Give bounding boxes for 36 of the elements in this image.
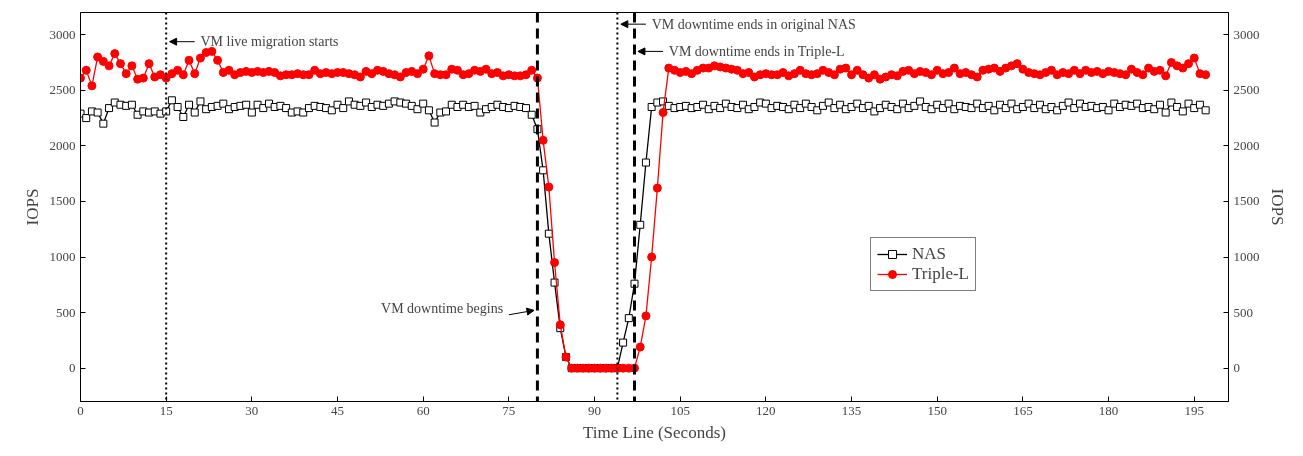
y-tick-label: 2500 — [49, 82, 76, 98]
y2-tick-label: 1500 — [1233, 193, 1260, 209]
x-tick-label: 45 — [331, 402, 345, 418]
ref-line-label: VM downtime begins — [381, 300, 504, 316]
y-tick-label: 1000 — [49, 249, 76, 265]
x-tick-label: 15 — [159, 402, 173, 418]
y2-tick-label: 0 — [1233, 360, 1240, 376]
x-tick-label: 75 — [502, 402, 516, 418]
x-tick-label: 135 — [841, 402, 862, 418]
ref-line-label: VM live migration starts — [200, 34, 339, 50]
x-tick-label: 105 — [670, 402, 690, 418]
x-tick-label: 150 — [927, 402, 947, 418]
x-tick-label: 195 — [1184, 402, 1204, 418]
y2-tick-label: 3000 — [1233, 26, 1260, 42]
y-tick-label: 0 — [69, 360, 76, 376]
y-tick-label: 3000 — [49, 26, 76, 42]
y-tick-label: 2000 — [49, 137, 76, 153]
ref-line-label: VM downtime ends in original NAS — [651, 16, 856, 32]
y-tick-label: 500 — [56, 304, 76, 320]
y2-tick-label: 1000 — [1233, 249, 1260, 265]
x-tick-label: 120 — [756, 402, 776, 418]
legend-label: NAS — [912, 244, 947, 264]
x-axis-title: Time Line (Seconds) — [583, 422, 726, 442]
x-tick-label: 165 — [1013, 402, 1033, 418]
y-tick-label: 1500 — [49, 193, 76, 209]
ref-line-label: VM downtime ends in Triple-L — [668, 43, 845, 59]
x-tick-label: 30 — [245, 402, 259, 418]
y2-tick-label: 500 — [1233, 304, 1253, 320]
x-tick-label: 60 — [416, 402, 430, 418]
y-axis-title: IOPS — [22, 188, 42, 226]
x-tick-label: 180 — [1098, 402, 1119, 418]
x-tick-label: 90 — [588, 402, 602, 418]
y2-axis-title: IOPS — [1267, 188, 1287, 226]
y2-tick-label: 2000 — [1233, 137, 1260, 153]
y2-tick-label: 2500 — [1233, 82, 1260, 98]
legend-label: Triple-L — [912, 264, 969, 284]
